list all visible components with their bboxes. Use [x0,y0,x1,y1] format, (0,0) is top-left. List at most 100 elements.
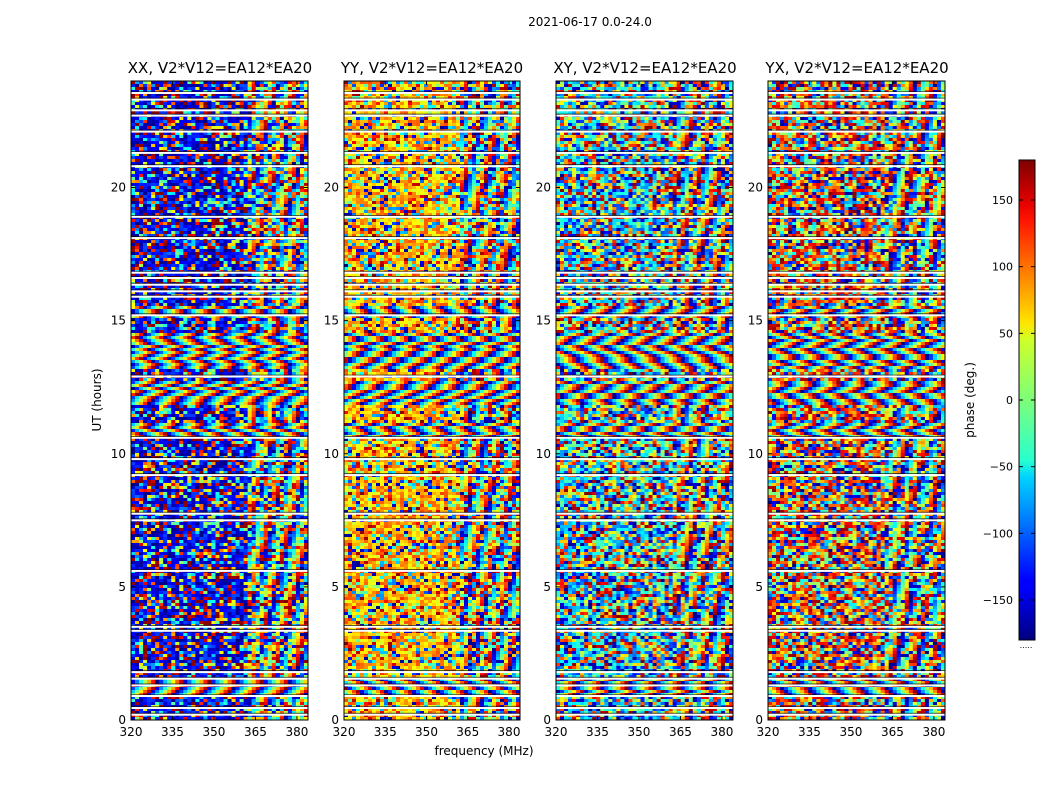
y-tick-label: 20 [324,181,339,195]
flagged-row [131,99,308,101]
flagged-row [344,290,520,292]
flagged-row [344,519,520,521]
flagged-row [131,376,308,378]
flagged-row [344,678,520,680]
flagged-row [768,513,945,515]
flagged-row [344,131,520,133]
flagged-row [344,707,520,709]
flagged-row [556,109,733,111]
flagged-row [768,296,945,298]
panel-title-yx: YX, V2*V12=EA12*EA20 [764,59,948,77]
x-axis-label: frequency (MHz) [434,744,533,758]
x-tick-label: 320 [545,725,568,739]
y-tick-label: 5 [331,580,339,594]
flagged-row [344,99,520,101]
flagged-row [131,458,308,460]
flagged-row [131,165,308,167]
flagged-row [556,626,733,628]
flagged-row [556,284,733,286]
x-tick-label: 320 [333,725,356,739]
flagged-row [131,296,308,298]
flagged-row [768,272,945,274]
flagged-row [344,684,520,686]
flagged-row [131,678,308,680]
flagged-row [556,513,733,515]
flagged-row [556,671,733,673]
x-tick-label: 380 [710,725,733,739]
flagged-row [344,570,520,572]
flagged-row [768,216,945,218]
flagged-row [768,458,945,460]
flagged-row [131,109,308,111]
flagged-row [344,277,520,279]
flagged-row [131,671,308,673]
flagged-row [556,695,733,697]
flagged-row [768,115,945,117]
colorbar-tick-label: 0 [1006,394,1013,407]
flagged-row [556,92,733,94]
x-tick-label: 380 [498,725,521,739]
panel-title-xx: XX, V2*V12=EA12*EA20 [128,59,312,77]
colorbar-tick-label: 150 [992,194,1013,207]
y-axis-label: UT (hours) [90,368,104,431]
x-tick-label: 350 [415,725,438,739]
y-tick-label: 15 [748,314,763,328]
x-tick-label: 365 [881,725,904,739]
colorbar-tick-label: 100 [992,261,1013,274]
panel-xx: XX, V2*V12=EA12*EA20 320 335 350 365 380 051… [111,59,313,739]
flagged-row [768,671,945,673]
flagged-row [556,678,733,680]
flagged-row [556,714,733,716]
flagged-row [344,714,520,716]
x-tick-label: 335 [798,725,821,739]
flagged-row [768,695,945,697]
flagged-row [768,284,945,286]
flagged-row [131,277,308,279]
flagged-row [556,152,733,154]
colorbar-tick-label: −50 [990,461,1013,474]
x-tick-label: 350 [840,725,863,739]
y-tick-label: 10 [748,447,763,461]
y-tick-label: 0 [755,713,763,727]
flagged-row [768,519,945,521]
x-tick-label: 320 [120,725,143,739]
flagged-row [556,474,733,476]
flagged-row [768,109,945,111]
flagged-row [556,131,733,133]
y-tick-label: 15 [536,314,551,328]
flagged-row [556,296,733,298]
phase-heatmap-xy [556,81,733,720]
flagged-row [556,684,733,686]
flagged-row [344,272,520,274]
flagged-row [131,92,308,94]
flagged-row [768,626,945,628]
flagged-row [768,277,945,279]
phase-heatmap-yx [768,81,945,720]
flagged-row [344,92,520,94]
flagged-row [131,570,308,572]
flagged-row [556,570,733,572]
y-tick-label: 0 [331,713,339,727]
figure-suptitle: 2021-06-17 0.0-24.0 [528,15,652,29]
flagged-row [344,376,520,378]
flagged-row [131,626,308,628]
flagged-row [556,99,733,101]
flagged-row [131,474,308,476]
flagged-row [344,165,520,167]
y-tick-label: 15 [111,314,126,328]
flagged-row [768,290,945,292]
flagged-row [768,630,945,632]
flagged-row [556,277,733,279]
flagged-row [768,165,945,167]
panel-title-yy: YY, V2*V12=EA12*EA20 [340,59,523,77]
flagged-row [344,626,520,628]
flagged-row [131,216,308,218]
flagged-row [556,290,733,292]
x-tick-label: 380 [922,725,945,739]
flagged-row [344,115,520,117]
figure: 2021-06-17 0.0-24.0 XX, V2*V12=EA12*EA20… [0,0,1050,800]
flagged-row [768,237,945,239]
flagged-row [556,630,733,632]
flagged-row [768,707,945,709]
